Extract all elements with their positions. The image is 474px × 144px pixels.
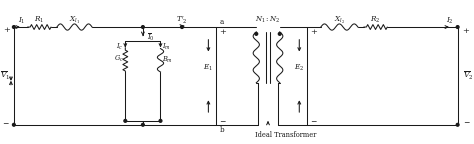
Text: +: +: [219, 28, 226, 36]
Text: $\overline{V}_2$: $\overline{V}_2$: [464, 70, 474, 82]
Circle shape: [456, 123, 459, 126]
Circle shape: [12, 123, 15, 126]
Text: $E_1$: $E_1$: [203, 63, 213, 73]
Text: $I_1$: $I_1$: [18, 16, 26, 26]
Text: $I_c$: $I_c$: [116, 41, 123, 52]
Text: $X_{l_1}$: $X_{l_1}$: [69, 15, 80, 26]
Text: $T'_2$: $T'_2$: [176, 15, 188, 26]
Circle shape: [456, 26, 459, 28]
Circle shape: [159, 120, 162, 122]
Text: a: a: [220, 18, 224, 26]
Text: $-$: $-$: [219, 116, 227, 124]
Text: $-$: $-$: [310, 116, 318, 124]
Circle shape: [278, 33, 281, 35]
Circle shape: [142, 123, 144, 126]
Text: $N_1 : N_2$: $N_1 : N_2$: [255, 15, 281, 25]
Text: $\overline{V}_1$: $\overline{V}_1$: [0, 70, 10, 82]
Text: +: +: [310, 28, 317, 36]
Text: $X_{l_2}$: $X_{l_2}$: [334, 15, 345, 26]
Text: b: b: [220, 126, 225, 134]
Text: Ideal Transformer: Ideal Transformer: [255, 131, 316, 139]
Text: $I_m$: $I_m$: [162, 41, 171, 52]
Text: $G_c$: $G_c$: [114, 54, 123, 64]
Text: $E_2$: $E_2$: [294, 63, 304, 73]
Text: $R_1$: $R_1$: [34, 15, 45, 25]
Circle shape: [124, 120, 127, 122]
Circle shape: [255, 33, 258, 35]
Circle shape: [181, 26, 183, 28]
Text: +: +: [463, 27, 469, 35]
Text: $-$: $-$: [2, 118, 10, 126]
Circle shape: [12, 26, 15, 28]
Text: $R_2$: $R_2$: [370, 15, 381, 25]
Text: $\overline{I}_0$: $\overline{I}_0$: [147, 31, 155, 43]
Text: $B_m$: $B_m$: [162, 55, 173, 65]
Text: $I_2$: $I_2$: [446, 16, 454, 26]
Text: $-$: $-$: [463, 117, 470, 125]
Text: +: +: [3, 26, 10, 34]
Circle shape: [142, 26, 144, 28]
